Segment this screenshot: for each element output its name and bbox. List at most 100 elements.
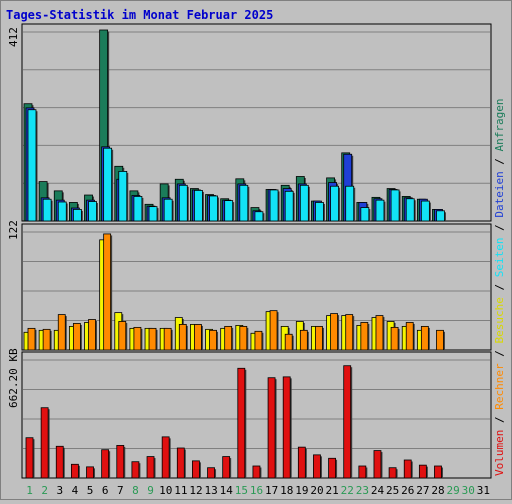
panel-frames <box>21 23 492 479</box>
bar-face <box>315 202 324 222</box>
bar-face <box>42 198 52 222</box>
bar-face <box>146 456 155 479</box>
bar-face <box>101 449 110 479</box>
bar-face <box>88 319 96 351</box>
bar <box>313 454 322 479</box>
legend-slash: / <box>493 410 506 430</box>
legend-slash: / <box>493 344 506 364</box>
bar <box>315 202 325 222</box>
legend-slash: / <box>493 151 506 171</box>
series-legend: Volumen / Rechner / Besuche / Seiten / D… <box>493 98 506 476</box>
bar <box>163 198 174 222</box>
bar-face <box>388 467 397 479</box>
x-tick-label: 10 <box>159 484 172 497</box>
bar-face <box>207 467 215 479</box>
bar-face <box>254 211 264 222</box>
x-tick-label: 28 <box>431 484 444 497</box>
bar <box>178 324 188 351</box>
bar-face <box>72 209 82 222</box>
bar-face <box>269 310 278 351</box>
bar <box>118 321 128 351</box>
x-tick-label: 8 <box>132 484 139 497</box>
bar <box>239 325 249 351</box>
bar <box>146 456 156 479</box>
bar <box>373 450 383 479</box>
bar-face <box>222 456 231 479</box>
bar <box>70 463 80 479</box>
bar-face <box>25 437 34 479</box>
bar <box>237 367 247 479</box>
bar <box>42 198 53 222</box>
x-tick-label: 14 <box>220 484 234 497</box>
bar <box>388 467 398 479</box>
x-tick-label: 5 <box>87 484 94 497</box>
bar <box>284 190 295 222</box>
bar <box>269 310 279 351</box>
bar <box>133 196 144 222</box>
bar-face <box>299 184 309 222</box>
bar <box>405 198 416 222</box>
bar-face <box>434 465 442 479</box>
bar <box>390 189 401 222</box>
bar-face <box>27 327 36 351</box>
bar-face <box>284 190 294 222</box>
x-tick-label: 23 <box>356 484 369 497</box>
bar-face <box>178 324 187 351</box>
y-max-label-visits: 122 <box>7 220 20 240</box>
bar <box>222 456 232 479</box>
bar-face <box>269 189 279 222</box>
bar-face <box>330 185 339 222</box>
x-tick-label: 26 <box>401 484 414 497</box>
bar <box>360 322 370 351</box>
legend-slash: / <box>493 277 506 297</box>
x-tick-label: 24 <box>371 484 385 497</box>
bar-face <box>436 210 445 222</box>
bar-face <box>358 465 367 479</box>
x-tick-label: 2 <box>41 484 48 497</box>
bar <box>163 327 173 351</box>
bar-face <box>42 328 51 351</box>
bar <box>375 199 386 222</box>
bar <box>343 365 353 479</box>
x-tick-label: 27 <box>416 484 429 497</box>
bar-face <box>72 323 81 351</box>
bar-face <box>209 329 217 351</box>
bar <box>390 326 400 351</box>
bar <box>284 333 294 351</box>
chart-bars <box>23 29 446 479</box>
x-tick-label: 25 <box>386 484 399 497</box>
bar-face <box>375 199 385 222</box>
bar-face <box>103 233 112 351</box>
bar <box>178 184 189 222</box>
bar-face <box>313 454 321 479</box>
bar <box>209 195 220 222</box>
legend-besuche: Besuche <box>493 297 506 343</box>
bar-face <box>239 325 248 351</box>
bar-face <box>163 198 173 222</box>
bar-face <box>27 109 37 222</box>
bar-face <box>343 365 352 479</box>
bar-face <box>86 466 94 479</box>
bar-face <box>267 377 276 479</box>
bar <box>405 322 415 351</box>
x-tick-label: 7 <box>117 484 124 497</box>
bar-face <box>297 446 306 479</box>
bar <box>88 201 99 222</box>
bar <box>420 200 431 222</box>
bar <box>254 330 264 351</box>
y-max-label-volume: 662.20 KB <box>7 348 20 408</box>
x-tick-label: 22 <box>341 484 354 497</box>
bar <box>403 459 413 479</box>
bar <box>436 329 445 351</box>
bar <box>267 377 277 479</box>
x-tick-label: 3 <box>57 484 64 497</box>
bar <box>297 446 307 479</box>
x-tick-label: 21 <box>326 484 339 497</box>
bar-face <box>239 184 249 222</box>
x-tick-label: 16 <box>250 484 263 497</box>
bar-face <box>194 190 203 222</box>
bar-face <box>282 376 291 479</box>
bar-face <box>176 447 185 479</box>
bar <box>27 327 37 351</box>
